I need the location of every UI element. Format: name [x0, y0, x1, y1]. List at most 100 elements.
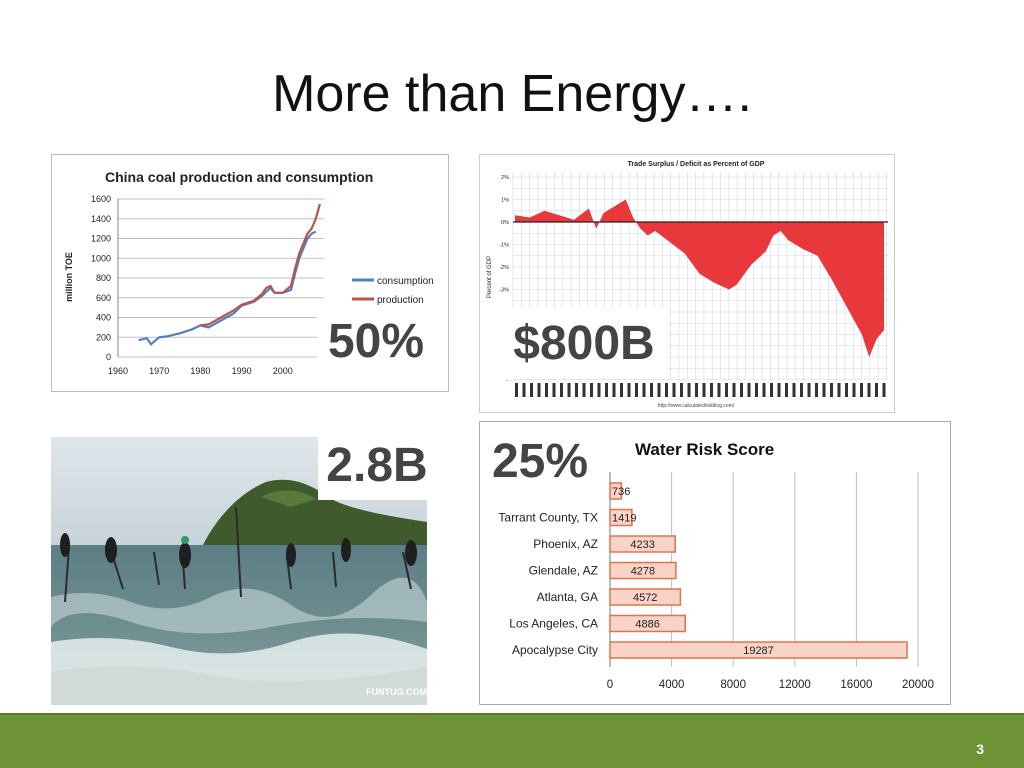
- trade-xtick-label: [627, 383, 631, 397]
- trade-chart-ylabel: Percent of GDP: [487, 256, 493, 298]
- water-bar: [609, 535, 676, 553]
- trade-xtick-label: [560, 383, 563, 397]
- coal-ytick-label: 1200: [91, 234, 111, 244]
- coal-legend: consumption production: [352, 276, 434, 306]
- water-category-label: Atlanta, GA: [537, 590, 598, 604]
- water-value-label: 1419: [612, 513, 636, 525]
- coal-xtick-label: 1990: [232, 366, 252, 376]
- water-bar: [609, 508, 633, 527]
- water-risk-chart: Water Risk Score 736 Tarrant County, TX 14…: [498, 440, 934, 691]
- trade-xtick-label: [725, 383, 728, 397]
- trade-xtick-label: [762, 383, 766, 397]
- trade-xtick-label: [815, 383, 818, 397]
- trade-xtick-label: [852, 383, 856, 397]
- trade-xtick-label: [747, 383, 751, 397]
- water-value-label: 4572: [633, 592, 657, 604]
- trade-chart-title: Trade Surplus / Deficit as Percent of GD…: [628, 161, 765, 168]
- trade-xtick-label: [695, 383, 698, 397]
- trade-ytick-label: 1%: [501, 198, 509, 204]
- trade-chart-credit: http://www.calculatedriskblog.com/: [658, 403, 735, 409]
- trade-ytick-label: -3%: [499, 288, 509, 294]
- stat-water-percent: 25%: [481, 423, 599, 499]
- legend-label-production: production: [377, 295, 424, 306]
- trade-xtick-label: [702, 383, 706, 397]
- coal-ytick-label: 1600: [91, 194, 111, 204]
- trade-ytick-label: 0%: [501, 220, 509, 226]
- trade-xtick-label: [642, 383, 646, 397]
- trade-xtick-label: [612, 383, 616, 397]
- water-category-label: Los Angeles, CA: [509, 617, 598, 631]
- water-category-label: Tarrant County, TX: [498, 511, 598, 525]
- coal-ytick-label: 200: [96, 332, 111, 342]
- trade-xtick-label: [537, 383, 541, 397]
- water-category-label: Glendale, AZ: [529, 564, 598, 578]
- trade-xtick-label: [882, 383, 886, 397]
- water-category-label: Apocalypse City: [512, 643, 598, 657]
- photo-watermark: FUNTUG.COM: [366, 687, 427, 697]
- coal-xtick-label: 2000: [273, 366, 293, 376]
- stat-coal-percent-text: 50%: [327, 314, 425, 368]
- water-chart-title: Water Risk Score: [635, 440, 774, 459]
- coal-ytick-label: 600: [96, 293, 111, 303]
- stat-trade-amount: $800B: [500, 307, 668, 379]
- coal-chart: China coal production and consumption mi…: [64, 169, 434, 376]
- trade-xtick-label: [522, 383, 526, 397]
- fishermen: [60, 533, 417, 568]
- water-value-label: 736: [612, 486, 630, 498]
- trade-xtick-label: [672, 383, 676, 397]
- water-bar: [609, 614, 686, 633]
- water-xtick-label: 8000: [720, 679, 746, 691]
- coal-ytick-label: 1400: [91, 214, 111, 224]
- trade-xtick-label: [792, 383, 796, 397]
- trade-xtick-label: [582, 383, 586, 397]
- wave: [51, 577, 427, 634]
- trade-xtick-label: [635, 383, 638, 397]
- trade-xtick-label: [875, 383, 878, 397]
- trade-xtick-label: [530, 383, 533, 397]
- water-bar: [609, 641, 908, 659]
- trade-xtick-label: [597, 383, 601, 397]
- coal-ytick-label: 0: [106, 352, 111, 362]
- trade-xtick-label: [545, 383, 548, 397]
- water-category-label: Phoenix, AZ: [533, 537, 598, 551]
- water-bar: [609, 482, 623, 500]
- water-bar: [609, 588, 682, 606]
- trade-xtick-label: [650, 383, 653, 397]
- trade-xtick-label: [800, 383, 803, 397]
- trade-xtick-label: [710, 383, 713, 397]
- trade-xtick-label: [860, 383, 863, 397]
- trade-ytick-label: -1%: [499, 243, 509, 249]
- trade-xtick-label: [830, 383, 833, 397]
- water-xtick-label: 16000: [840, 679, 872, 691]
- slide-footer: 3: [0, 713, 1024, 768]
- page-number: 3: [976, 741, 984, 757]
- stat-people-text: 2.8B: [326, 438, 428, 492]
- trade-xtick-label: [567, 383, 571, 397]
- legend-label-consumption: consumption: [377, 276, 434, 287]
- trade-xtick-label: [740, 383, 743, 397]
- water-value-label: 4886: [635, 619, 659, 631]
- series-line-production: [200, 203, 321, 327]
- trade-xtick-label: [665, 383, 668, 397]
- stat-people: 2.8B: [318, 430, 436, 500]
- trade-xtick-label: [515, 383, 518, 397]
- coal-ytick-label: 400: [96, 313, 111, 323]
- coal-xtick-label: 1970: [149, 366, 169, 376]
- water-value-label: 19287: [743, 645, 774, 657]
- coal-ytick-label: 800: [96, 273, 111, 283]
- trade-xtick-label: [822, 383, 826, 397]
- trade-xtick-label: [680, 383, 683, 397]
- trade-chart: Trade Surplus / Deficit as Percent of GD…: [487, 161, 888, 409]
- water-value-label: 4278: [631, 566, 655, 578]
- trade-xtick-label: [717, 383, 721, 397]
- water-xtick-label: 20000: [902, 679, 934, 691]
- trade-xtick-label: [657, 383, 661, 397]
- water-xtick-label: 4000: [659, 679, 685, 691]
- trade-xtick-label: [732, 383, 736, 397]
- water-xtick-label: 12000: [779, 679, 811, 691]
- water-value-label: 4233: [630, 539, 654, 551]
- stat-coal-percent: 50%: [317, 310, 435, 372]
- trade-xtick-label: [687, 383, 691, 397]
- trade-xtick-label: [807, 383, 811, 397]
- coal-xtick-label: 1980: [190, 366, 210, 376]
